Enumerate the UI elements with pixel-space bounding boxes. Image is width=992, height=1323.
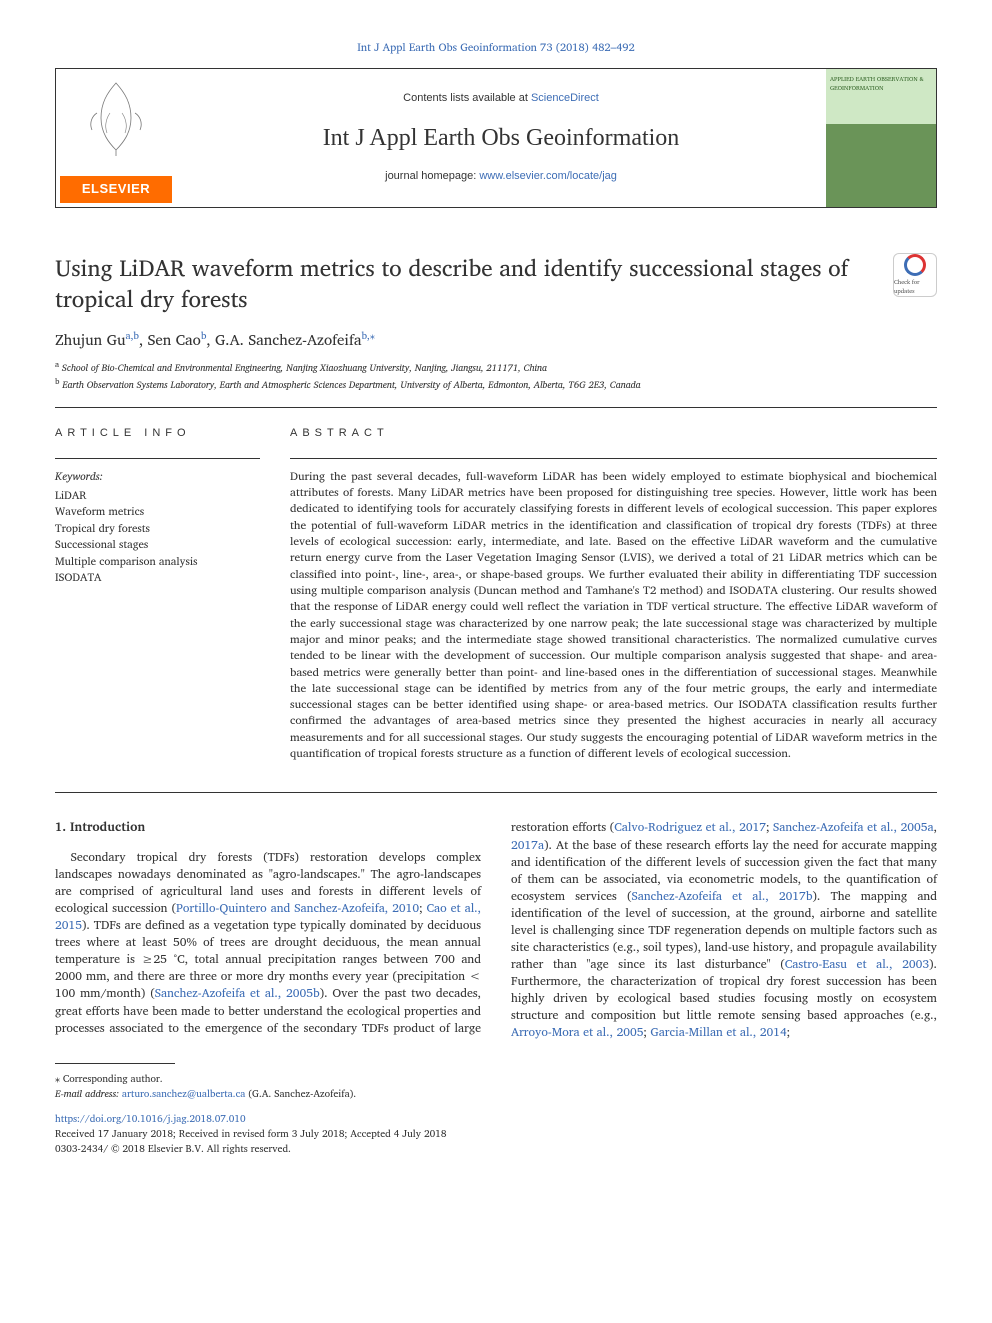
cover-caption: APPLIED EARTH OBSERVATION & GEOINFORMATI…	[830, 75, 932, 92]
journal-cover-thumb: APPLIED EARTH OBSERVATION & GEOINFORMATI…	[826, 69, 936, 207]
running-header-link[interactable]: Int J Appl Earth Obs Geoinformation 73 (…	[357, 38, 634, 56]
author-2-name: Sen Cao	[148, 327, 201, 352]
received-line: Received 17 January 2018; Received in re…	[55, 1127, 937, 1142]
author-2-affiliation-link[interactable]: b	[201, 328, 207, 344]
article-title: Using LiDAR waveform metrics to describe…	[55, 253, 873, 315]
rule-below-abstract	[55, 792, 937, 793]
homepage-prefix: journal homepage:	[385, 170, 479, 182]
journal-name: Int J Appl Earth Obs Geoinformation	[323, 121, 680, 156]
body-two-column: 1. Introduction Secondary tropical dry f…	[55, 819, 937, 1040]
elsevier-wordmark: ELSEVIER	[60, 176, 172, 203]
doi-link[interactable]: https://doi.org/10.1016/j.jag.2018.07.01…	[55, 1111, 246, 1127]
crossmark-ring-icon	[904, 254, 926, 276]
keyword: LiDAR	[55, 487, 260, 504]
masthead: ELSEVIER Contents lists available at Sci…	[55, 68, 937, 208]
homepage-link[interactable]: www.elsevier.com/locate/jag	[479, 170, 617, 182]
check-for-updates-label: Check for updates	[894, 278, 936, 295]
doi-block: https://doi.org/10.1016/j.jag.2018.07.01…	[55, 1112, 937, 1157]
abstract-column: ABSTRACT During the past several decades…	[290, 426, 937, 763]
affiliations: a School of Bio-Chemical and Environment…	[55, 359, 937, 393]
author-1-affiliation-link[interactable]: a,b	[126, 328, 139, 344]
keyword: Successional stages	[55, 536, 260, 553]
corresponding-author-note: ⁎ Corresponding author.	[55, 1072, 937, 1087]
citation-link[interactable]: Garcia-Millan et al., 2014	[650, 1023, 786, 1042]
body-text: ;	[787, 1023, 790, 1042]
citation-link[interactable]: Arroyo-Mora et al., 2005	[511, 1023, 643, 1042]
section-heading-intro: 1. Introduction	[55, 819, 481, 837]
footnote-rule	[55, 1063, 175, 1064]
email-after: (G.A. Sanchez-Azofeifa).	[245, 1086, 356, 1102]
running-header: Int J Appl Earth Obs Geoinformation 73 (…	[55, 40, 937, 56]
affiliation-b: Earth Observation Systems Laboratory, Ea…	[62, 378, 640, 393]
rule-under-articleinfo	[55, 458, 260, 459]
email-link[interactable]: arturo.sanchez@ualberta.ca	[122, 1086, 245, 1102]
intro-paragraph: Secondary tropical dry forests (TDFs) re…	[55, 819, 937, 1040]
contents-prefix: Contents lists available at	[403, 92, 531, 104]
publisher-block: ELSEVIER	[56, 69, 176, 207]
author-1-name: Zhujun Gu	[55, 327, 126, 352]
abstract-heading: ABSTRACT	[290, 426, 937, 442]
keyword: ISODATA	[55, 569, 260, 586]
footnotes: ⁎ Corresponding author. E-mail address: …	[55, 1072, 937, 1102]
author-3-name: G.A. Sanchez-Azofeifa	[215, 327, 361, 352]
article-info-heading: ARTICLE INFO	[55, 426, 260, 442]
homepage-line: journal homepage: www.elsevier.com/locat…	[385, 169, 617, 185]
article-info-column: ARTICLE INFO Keywords: LiDAR Waveform me…	[55, 426, 260, 763]
keywords-label: Keywords:	[55, 469, 260, 485]
copyright-line: 0303-2434/ © 2018 Elsevier B.V. All righ…	[55, 1142, 937, 1157]
author-3-affiliation-link[interactable]: b,	[361, 328, 369, 344]
email-label: E-mail address:	[55, 1086, 122, 1102]
keyword: Tropical dry forests	[55, 520, 260, 537]
rule-under-abstract-heading	[290, 458, 937, 459]
abstract-text: During the past several decades, full-wa…	[290, 469, 937, 763]
affiliation-a: School of Bio-Chemical and Environmental…	[62, 361, 547, 376]
elsevier-tree-logo	[76, 77, 156, 157]
contents-available-line: Contents lists available at ScienceDirec…	[403, 91, 599, 107]
author-list: Zhujun Gua,b, Sen Caob, G.A. Sanchez-Azo…	[55, 329, 937, 351]
masthead-center: Contents lists available at ScienceDirec…	[176, 69, 826, 207]
keywords-list: LiDAR Waveform metrics Tropical dry fore…	[55, 487, 260, 586]
sciencedirect-link[interactable]: ScienceDirect	[531, 92, 599, 104]
check-for-updates-badge[interactable]: Check for updates	[893, 253, 937, 297]
rule-above-abstract	[55, 407, 937, 408]
corresponding-author-link[interactable]: ⁎	[370, 328, 375, 344]
keyword: Multiple comparison analysis	[55, 553, 260, 570]
keyword: Waveform metrics	[55, 503, 260, 520]
